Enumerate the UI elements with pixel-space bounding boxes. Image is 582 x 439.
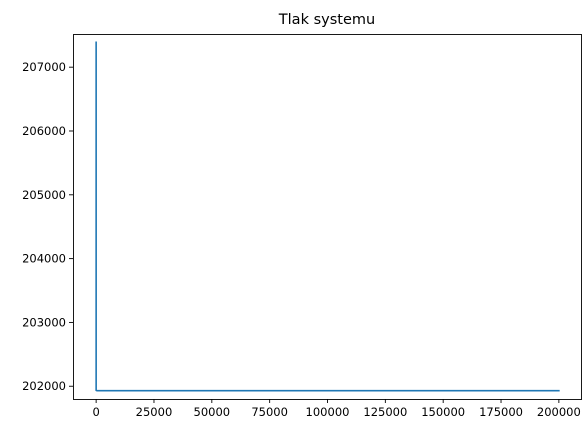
chart-title: Tlak systemu xyxy=(278,12,375,28)
x-tick-label: 100000 xyxy=(306,405,350,419)
y-tick-label: 204000 xyxy=(22,252,66,266)
axes-frame xyxy=(73,34,582,400)
x-tick-label: 25000 xyxy=(136,405,173,419)
y-tick-label: 206000 xyxy=(22,124,66,138)
axes: 0 25000 50000 75000 100000 125000 150000 175000… xyxy=(22,34,582,419)
x-tick-label: 175000 xyxy=(479,405,523,419)
x-tick-label: 150000 xyxy=(421,405,465,419)
y-tick-label: 207000 xyxy=(22,60,66,74)
y-tick-label: 202000 xyxy=(22,379,66,393)
y-tick-label: 203000 xyxy=(22,315,66,329)
x-tick-label: 75000 xyxy=(251,405,288,419)
plot-area xyxy=(95,41,560,392)
y-tick-label: 205000 xyxy=(22,188,66,202)
x-tick-label: 0 xyxy=(92,405,99,419)
series-line-0 xyxy=(95,41,560,392)
x-tick-label: 200000 xyxy=(537,405,581,419)
x-tick-label: 125000 xyxy=(363,405,407,419)
x-tick-label: 50000 xyxy=(194,405,231,419)
